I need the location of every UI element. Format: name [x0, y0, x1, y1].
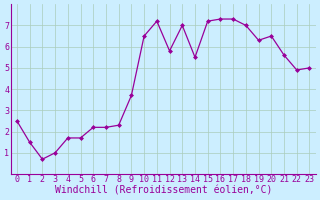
X-axis label: Windchill (Refroidissement éolien,°C): Windchill (Refroidissement éolien,°C): [54, 186, 272, 196]
